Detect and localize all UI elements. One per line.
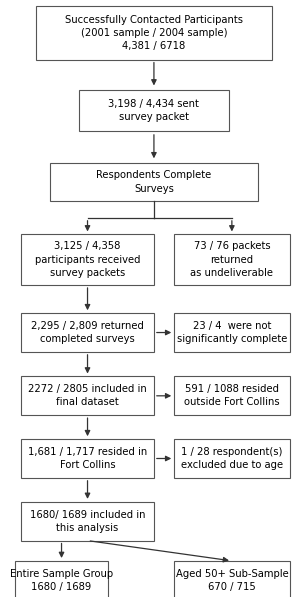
FancyBboxPatch shape [36,6,272,60]
FancyBboxPatch shape [174,561,290,597]
Text: 23 / 4  were not
significantly complete: 23 / 4 were not significantly complete [177,321,287,344]
FancyBboxPatch shape [174,377,290,416]
Text: 1,681 / 1,717 resided in
Fort Collins: 1,681 / 1,717 resided in Fort Collins [28,447,147,470]
FancyBboxPatch shape [21,313,154,352]
Text: 2272 / 2805 included in
final dataset: 2272 / 2805 included in final dataset [28,384,147,407]
Text: 1 / 28 respondent(s)
excluded due to age: 1 / 28 respondent(s) excluded due to age [181,447,283,470]
FancyBboxPatch shape [21,235,154,285]
Text: 3,198 / 4,434 sent
survey packet: 3,198 / 4,434 sent survey packet [108,99,199,122]
FancyBboxPatch shape [174,439,290,478]
Text: 2,295 / 2,809 returned
completed surveys: 2,295 / 2,809 returned completed surveys [31,321,144,344]
Text: 591 / 1088 resided
outside Fort Collins: 591 / 1088 resided outside Fort Collins [184,384,280,407]
FancyBboxPatch shape [79,90,229,131]
FancyBboxPatch shape [174,313,290,352]
Text: Respondents Complete
Surveys: Respondents Complete Surveys [96,171,212,193]
FancyBboxPatch shape [174,235,290,285]
Text: 73 / 76 packets
returned
as undeliverable: 73 / 76 packets returned as undeliverabl… [190,242,273,278]
FancyBboxPatch shape [50,162,258,202]
Text: Entire Sample Group
1680 / 1689: Entire Sample Group 1680 / 1689 [10,569,113,592]
FancyBboxPatch shape [21,439,154,478]
Text: 3,125 / 4,358
participants received
survey packets: 3,125 / 4,358 participants received surv… [35,242,140,278]
Text: Aged 50+ Sub-Sample
670 / 715: Aged 50+ Sub-Sample 670 / 715 [175,569,288,592]
Text: Successfully Contacted Participants
(2001 sample / 2004 sample)
4,381 / 6718: Successfully Contacted Participants (200… [65,15,243,51]
Text: 1680/ 1689 included in
this analysis: 1680/ 1689 included in this analysis [30,510,145,533]
FancyBboxPatch shape [21,501,154,541]
FancyBboxPatch shape [15,561,108,597]
FancyBboxPatch shape [21,377,154,416]
